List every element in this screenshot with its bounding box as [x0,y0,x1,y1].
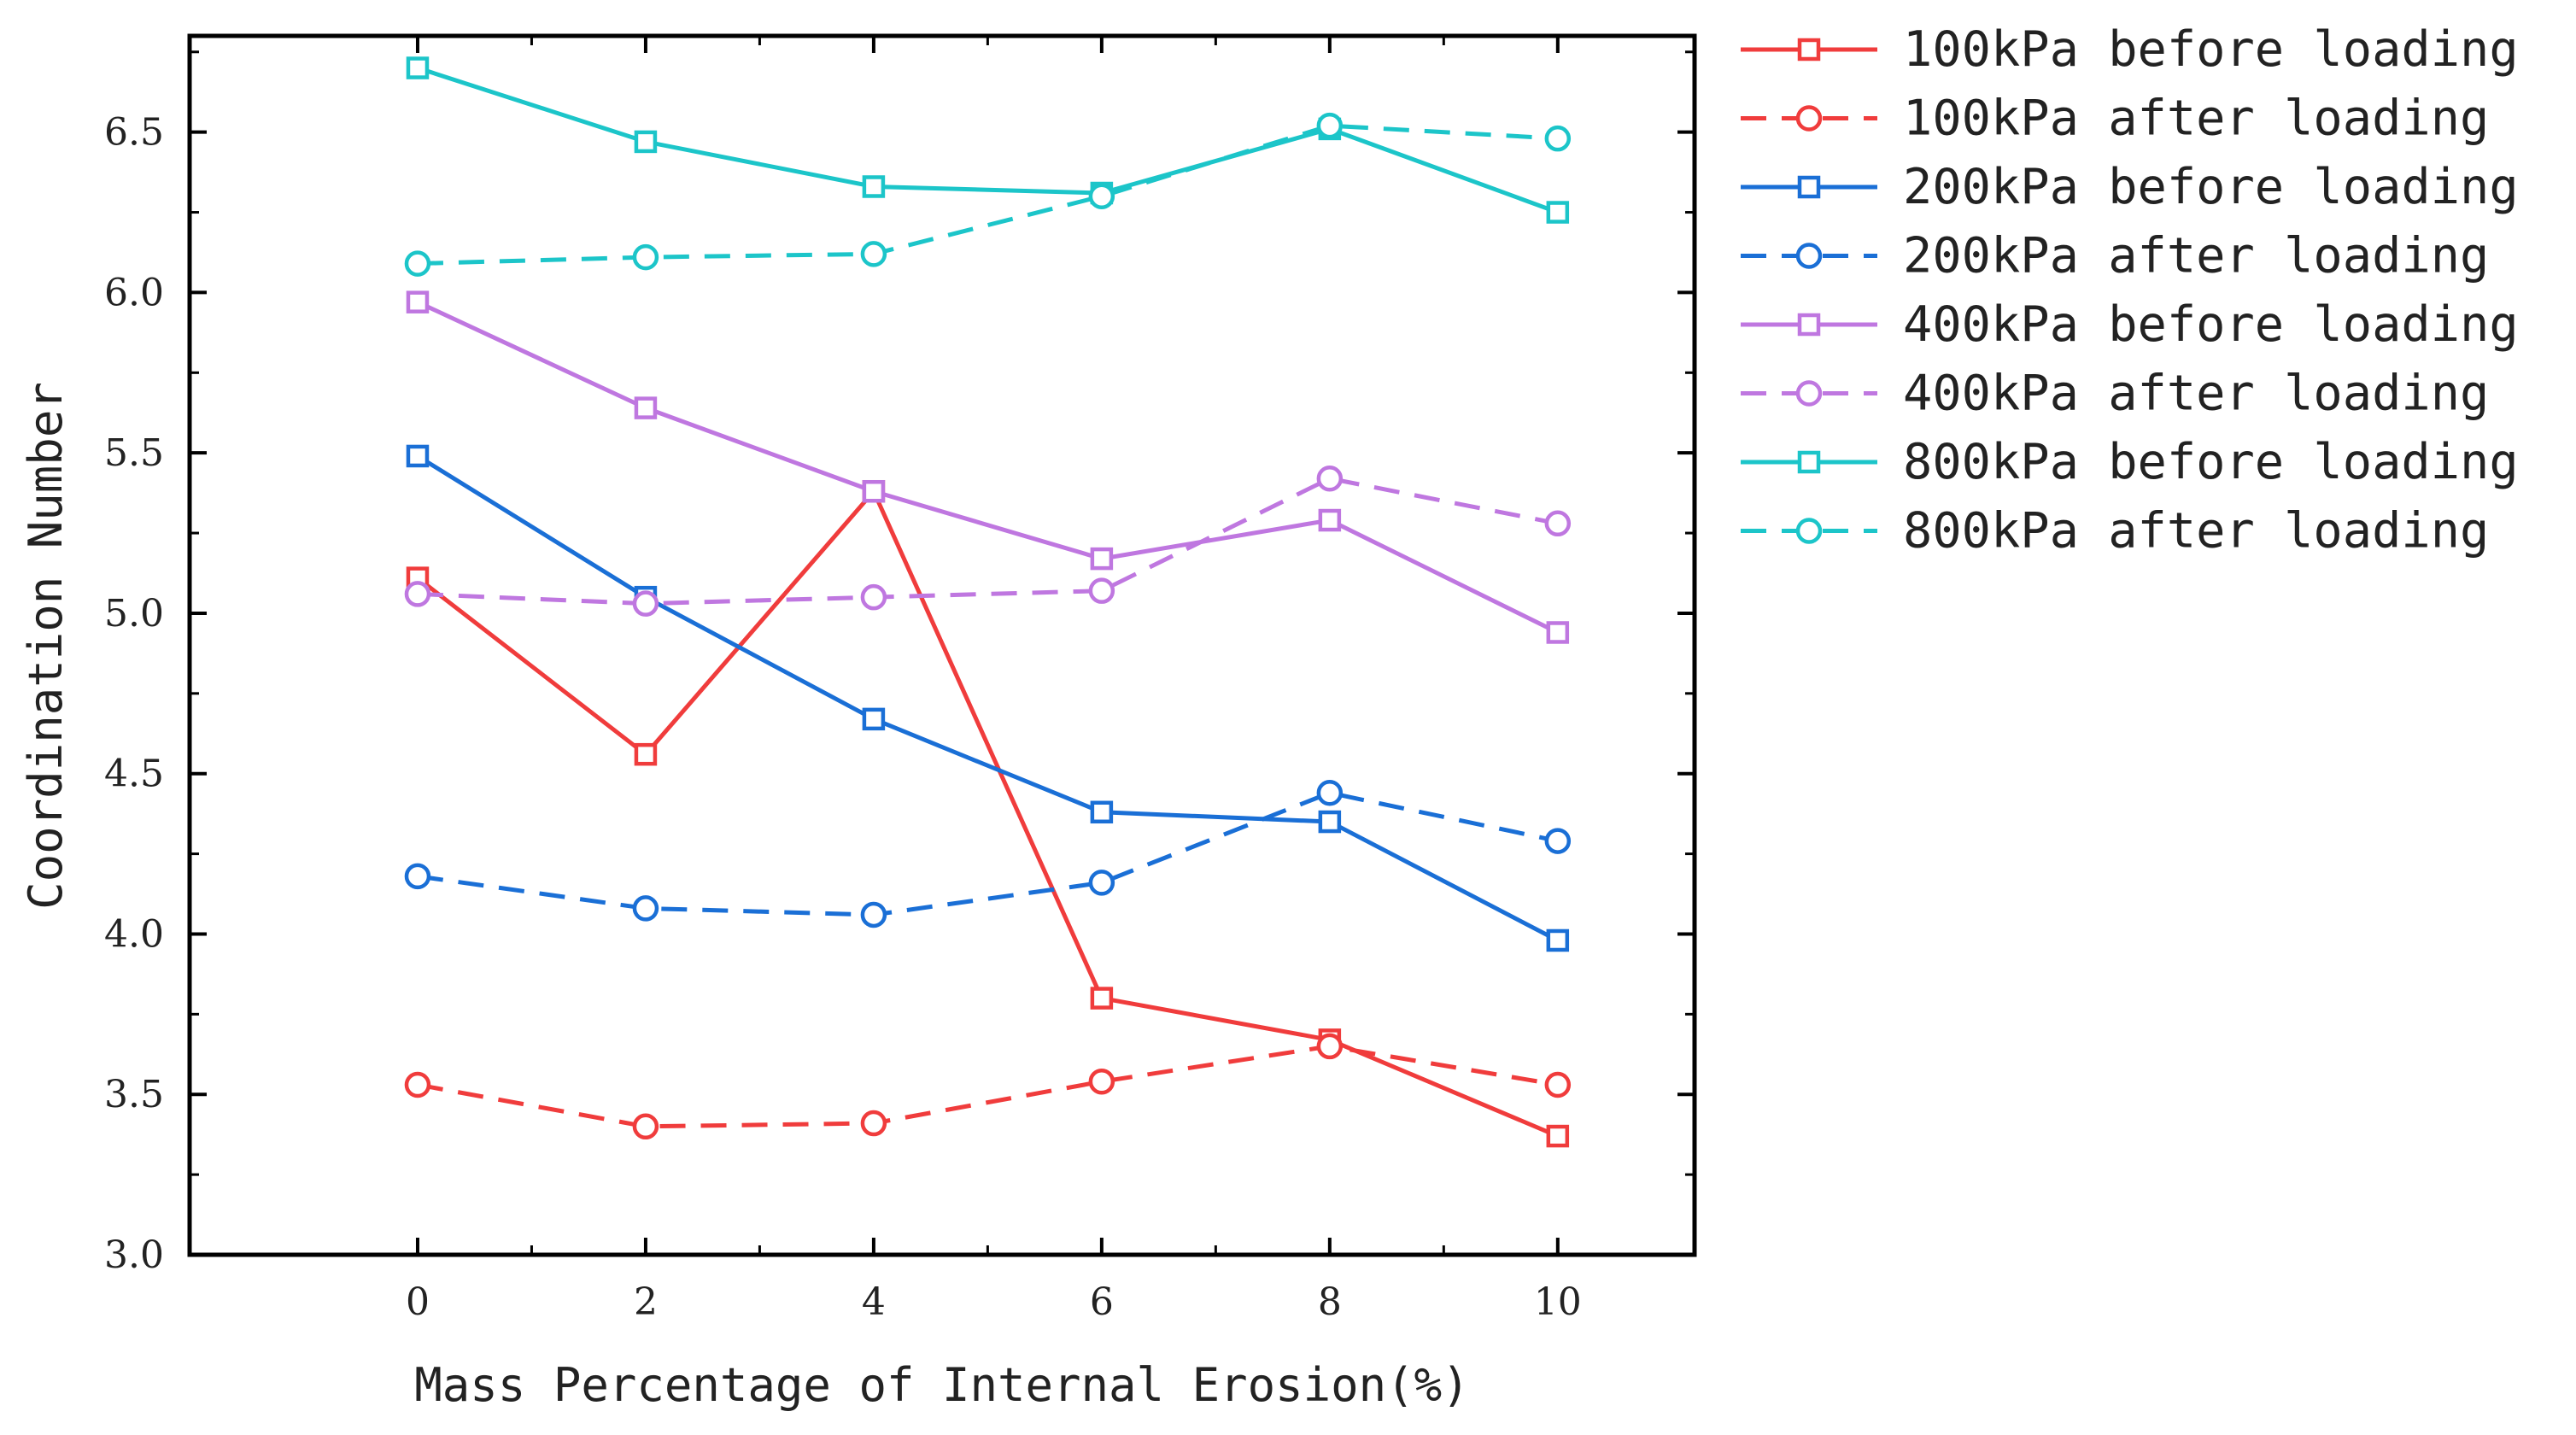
legend-item: 200kPa before loading [1741,159,2519,215]
data-point [1546,1124,1570,1148]
data-point [1090,547,1114,571]
data-point [860,901,887,928]
data-point [404,250,431,277]
x-tick-label: 0 [406,1280,430,1324]
tick-labels: 0 2 4 6 8 10 3.0 3.5 4.0 4.5 5.0 5.5 6.0 6.5 [104,111,1582,1324]
series-7 [404,112,1572,277]
legend-marker [1797,313,1821,337]
data-point [1088,577,1115,604]
data-point [1088,1068,1115,1095]
data-point [1544,828,1572,854]
series-line [417,66,1559,214]
data-point [862,175,886,198]
y-tick-label: 6.0 [104,271,164,314]
legend-item: 100kPa after loading [1741,91,2489,147]
data-point [634,396,658,419]
series-line [417,123,1558,266]
data-point [1544,1071,1572,1098]
legend-marker [1795,380,1823,407]
legend-item: 800kPa after loading [1741,503,2489,559]
data-point [406,444,430,468]
series-line [416,300,1559,635]
legend-item: 200kPa after loading [1741,228,2489,284]
data-point [632,590,659,617]
data-point [1318,508,1342,532]
legend-marker [1797,175,1821,199]
data-point [1316,1033,1344,1060]
series-1 [404,1033,1572,1140]
legend: 100kPa before loading 100kPa after loadin… [1741,21,2519,559]
axis-ticks [190,36,1695,1256]
legend-marker [1795,105,1823,132]
legend-marker [1797,38,1821,62]
series-line [416,489,1559,1139]
y-tick-label: 3.0 [104,1233,164,1277]
data-point [406,290,430,313]
data-point [1316,465,1344,492]
series-3 [404,779,1572,928]
series-line [417,1044,1559,1129]
x-tick-label: 10 [1534,1280,1582,1324]
legend-marker [1795,518,1823,544]
legend-label: 200kPa after loading [1903,228,2489,284]
legend-label: 400kPa after loading [1903,366,2489,422]
data-point [1546,201,1570,224]
data-point [634,130,658,154]
x-tick-label: 6 [1090,1280,1114,1324]
data-point [1544,125,1572,152]
data-point [860,241,887,267]
data-point [862,479,886,503]
legend-item: 400kPa before loading [1741,296,2519,353]
data-point [1090,987,1114,1010]
data-point [1546,928,1570,952]
y-tick-label: 5.0 [104,592,164,636]
data-point [404,863,431,890]
legend-label: 800kPa before loading [1903,434,2519,490]
data-point [1088,183,1115,210]
legend-item: 800kPa before loading [1741,434,2519,490]
data-point [634,742,658,766]
x-tick-label: 2 [634,1280,658,1324]
data-point [404,1071,431,1098]
data-point [404,581,431,607]
legend-item: 400kPa after loading [1741,366,2489,422]
x-tick-label: 8 [1318,1280,1342,1324]
data-point [1316,112,1344,139]
legend-label: 800kPa after loading [1903,503,2489,559]
data-point [632,243,659,271]
y-tick-label: 5.5 [104,431,164,475]
series-layer [404,56,1572,1148]
y-tick-label: 3.5 [104,1073,164,1116]
legend-label: 400kPa before loading [1903,296,2519,353]
data-point [632,1113,659,1140]
data-point [1546,621,1570,644]
x-tick-label: 4 [862,1280,886,1324]
data-point [406,56,430,79]
x-axis-title: Mass Percentage of Internal Erosion(%) [414,1358,1469,1412]
legend-item: 100kPa before loading [1741,21,2519,78]
data-point [1318,810,1342,834]
legend-marker [1797,450,1821,474]
data-point [632,895,659,922]
data-point [862,707,886,731]
series-5 [404,465,1572,617]
data-point [1088,870,1115,896]
legend-label: 200kPa before loading [1903,159,2519,215]
legend-marker [1795,243,1823,269]
series-4 [406,290,1570,644]
data-point [1544,510,1572,537]
legend-label: 100kPa after loading [1903,91,2489,147]
data-point [860,583,887,611]
legend-label: 100kPa before loading [1903,21,2519,78]
y-axis-title: Coordination Number [19,382,73,910]
y-tick-label: 6.5 [104,111,164,155]
data-point [860,1110,887,1137]
data-point [1316,779,1344,806]
y-tick-label: 4.5 [104,753,164,796]
y-tick-label: 4.0 [104,912,164,956]
series-line [416,454,1559,943]
data-point [1090,800,1114,824]
